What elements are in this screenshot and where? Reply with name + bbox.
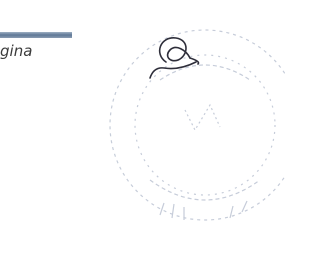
document-scan: gina <box>0 0 285 264</box>
page: gina (() => { const data = JSON.parse(do… <box>0 0 285 264</box>
stamp <box>110 30 285 220</box>
footer-text: gina <box>0 42 32 60</box>
header-rule <box>0 32 72 38</box>
